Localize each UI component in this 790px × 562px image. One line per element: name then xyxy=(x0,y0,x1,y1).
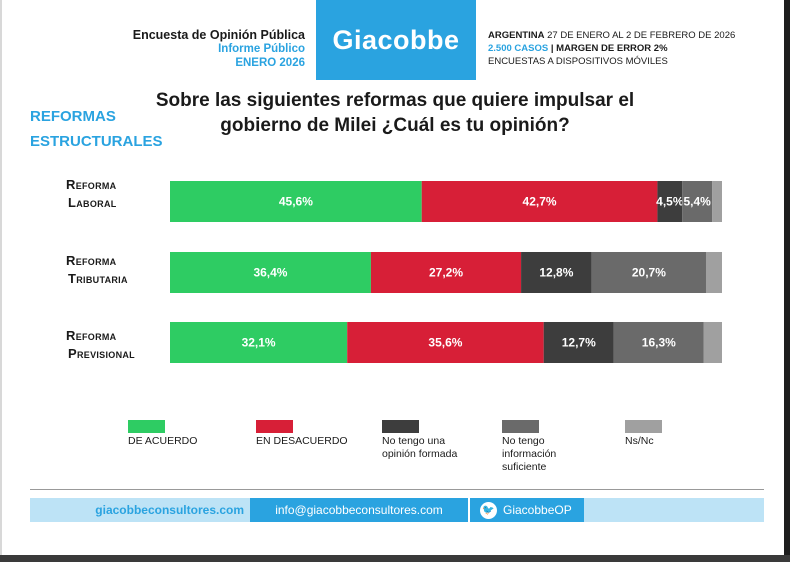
bar-previsional-sin-opinion xyxy=(543,322,614,363)
bar-label-previsional-sin-opinion: 12,7% xyxy=(562,336,596,350)
bar-label-laboral-acuerdo: 45,6% xyxy=(279,195,313,209)
legend-swatch-acuerdo xyxy=(128,420,165,433)
country: ARGENTINA xyxy=(488,30,545,41)
bar-laboral-desacuerdo xyxy=(421,181,658,222)
report-type: Informe Público xyxy=(218,43,305,55)
bar-previsional-desacuerdo xyxy=(347,322,544,363)
row-label-previsional: Reforma Previsional xyxy=(66,327,135,363)
legend-swatch-sin-opinion xyxy=(382,420,419,433)
row-label-line2: Tributaria xyxy=(68,271,128,286)
bar-tributaria-sin-info xyxy=(591,252,706,293)
header-separator: | xyxy=(550,43,554,54)
question-line2: gobierno de Milei ¿Cuál es tu opinión? xyxy=(220,115,570,136)
bar-label-tributaria-desacuerdo: 27,2% xyxy=(429,266,463,280)
bar-tributaria-desacuerdo xyxy=(370,252,522,293)
bar-tributaria-sin-opinion xyxy=(521,252,592,293)
footer-email-link[interactable]: info@giacobbeconsultores.com xyxy=(250,498,468,522)
section-title-line2: ESTRUCTURALES xyxy=(30,133,163,150)
bar-tributaria-acuerdo xyxy=(170,252,371,293)
legend-label: EN DESACUERDO xyxy=(256,435,348,447)
bar-previsional-nsnc xyxy=(703,322,722,363)
row-label-laboral: Reforma Laboral xyxy=(66,176,117,212)
footer-band xyxy=(584,498,764,522)
section-title: REFORMAS ESTRUCTURALES xyxy=(30,104,163,154)
legend-label: No tengo información suficiente xyxy=(502,435,557,473)
footer-website-link[interactable]: giacobbeconsultores.com xyxy=(30,498,250,522)
twitter-icon: 🐦 xyxy=(480,501,497,519)
footer-twitter-link[interactable]: 🐦 GiacobbeOP xyxy=(468,498,584,522)
right-edge xyxy=(784,0,790,562)
legend-item-sin-opinion: No tengo una opinión formada xyxy=(382,420,462,461)
row-label-line2: Laboral xyxy=(68,195,117,210)
legend-item-nsnc: Ns/Nc xyxy=(625,420,735,448)
bar-label-laboral-desacuerdo: 42,7% xyxy=(523,195,557,209)
report-period: ENERO 2026 xyxy=(235,57,305,69)
header-survey-info: Encuesta de Opinión Pública Informe Públ… xyxy=(80,28,305,70)
chart-question: Sobre las siguientes reformas que quiere… xyxy=(140,88,650,138)
legend-swatch-nsnc xyxy=(625,420,662,433)
row-label-line1: Reforma xyxy=(66,253,117,268)
legend-swatch-sin-info xyxy=(502,420,539,433)
bar-label-laboral-sin-info: 5,4% xyxy=(683,195,711,209)
row-label-line1: Reforma xyxy=(66,328,117,343)
bar-laboral-sin-opinion xyxy=(657,181,683,222)
footer-divider xyxy=(30,489,764,490)
header-methodology: ARGENTINA 27 DE ENERO AL 2 DE FEBRERO DE… xyxy=(488,29,735,68)
legend-item-desacuerdo: EN DESACUERDO xyxy=(256,420,366,448)
row-label-line1: Reforma xyxy=(66,177,117,192)
survey-method: ENCUESTAS A DISPOSITIVOS MÓVILES xyxy=(488,56,668,67)
error-margin: MARGEN DE ERROR 2% xyxy=(556,43,668,54)
legend-label: No tengo una opinión formada xyxy=(382,435,458,460)
bottom-edge xyxy=(0,555,790,562)
legend-label: DE ACUERDO xyxy=(128,435,198,447)
question-line1: Sobre las siguientes reformas que quiere… xyxy=(155,90,635,111)
bar-previsional-acuerdo xyxy=(170,322,348,363)
bar-label-laboral-sin-opinion: 4,5% xyxy=(656,195,684,209)
survey-dates: 27 DE ENERO AL 2 DE FEBRERO DE 2026 xyxy=(547,30,736,41)
bar-laboral-nsnc xyxy=(712,181,722,222)
bar-label-tributaria-sin-info: 20,7% xyxy=(632,266,666,280)
bar-previsional-sin-info xyxy=(613,322,704,363)
row-label-line2: Previsional xyxy=(68,346,135,361)
legend-item-acuerdo: DE ACUERDO xyxy=(128,420,238,448)
row-label-tributaria: Reforma Tributaria xyxy=(66,252,128,288)
bar-label-tributaria-sin-opinion: 12,8% xyxy=(539,266,573,280)
section-title-line1: REFORMAS xyxy=(30,108,116,125)
survey-title: Encuesta de Opinión Pública xyxy=(132,28,305,42)
bar-tributaria-nsnc xyxy=(705,252,722,293)
bar-laboral-acuerdo xyxy=(170,181,422,222)
legend-swatch-desacuerdo xyxy=(256,420,293,433)
bar-label-tributaria-acuerdo: 36,4% xyxy=(253,266,287,280)
legend-item-sin-info: No tengo información suficiente xyxy=(502,420,584,474)
bar-label-previsional-sin-info: 16,3% xyxy=(642,336,676,350)
left-edge xyxy=(0,0,2,562)
sample-size: 2.500 CASOS xyxy=(488,43,549,54)
bar-label-previsional-desacuerdo: 35,6% xyxy=(428,336,462,350)
bar-label-previsional-acuerdo: 32,1% xyxy=(242,336,276,350)
bar-laboral-sin-info xyxy=(682,181,713,222)
twitter-handle: GiacobbeOP xyxy=(503,503,572,517)
brand-logo: Giacobbe xyxy=(316,0,476,80)
legend-label: Ns/Nc xyxy=(625,435,654,447)
